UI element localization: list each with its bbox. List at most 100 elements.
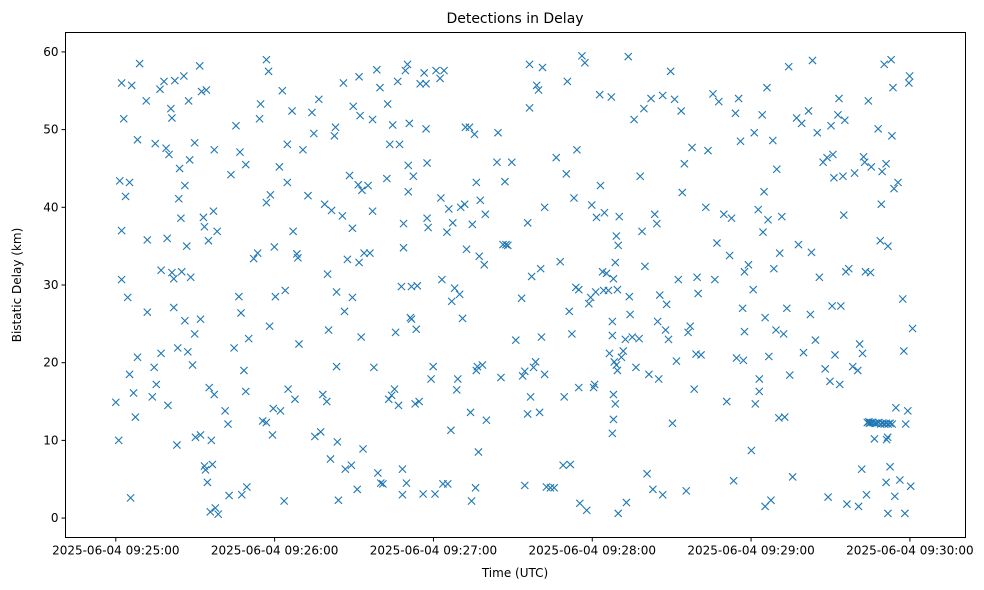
data-point xyxy=(813,128,822,137)
data-point xyxy=(391,328,400,337)
data-point xyxy=(808,56,817,65)
data-point xyxy=(591,288,600,296)
data-point xyxy=(203,478,212,487)
data-point xyxy=(507,158,516,167)
data-point xyxy=(462,245,471,254)
y-tick-label: 60 xyxy=(43,45,58,59)
data-point xyxy=(353,485,362,494)
data-point xyxy=(450,284,459,293)
data-point xyxy=(525,60,534,69)
data-point xyxy=(340,307,349,316)
data-point xyxy=(703,146,712,155)
data-point xyxy=(365,249,374,258)
data-point xyxy=(609,415,618,424)
data-point xyxy=(291,395,299,404)
data-point xyxy=(764,215,773,224)
data-point xyxy=(206,507,215,516)
data-point xyxy=(858,349,867,358)
data-point xyxy=(456,203,465,212)
data-point xyxy=(772,165,781,174)
data-point xyxy=(635,334,644,343)
data-point xyxy=(177,267,186,276)
data-point xyxy=(201,465,210,474)
data-point xyxy=(197,87,206,96)
data-point xyxy=(446,426,455,435)
data-point xyxy=(470,130,479,139)
data-point xyxy=(900,509,909,518)
chart-title: Detections in Delay xyxy=(446,11,583,27)
data-point xyxy=(404,161,413,170)
data-point xyxy=(628,333,637,342)
data-point xyxy=(797,119,806,128)
data-point xyxy=(621,335,630,344)
data-point xyxy=(475,252,484,261)
data-point xyxy=(253,249,262,258)
data-point xyxy=(474,448,483,457)
data-point xyxy=(355,72,364,81)
data-point xyxy=(535,408,544,417)
data-point xyxy=(701,203,710,212)
data-point xyxy=(749,285,758,294)
data-point xyxy=(750,128,759,137)
data-point xyxy=(323,270,332,279)
data-point xyxy=(860,158,869,167)
data-point xyxy=(766,496,775,505)
data-point xyxy=(862,490,871,499)
data-point xyxy=(570,193,578,202)
data-point xyxy=(383,99,392,108)
data-point xyxy=(668,419,677,428)
data-point xyxy=(604,286,613,295)
data-point xyxy=(467,496,476,505)
data-point xyxy=(264,67,273,76)
data-point xyxy=(617,353,626,362)
data-point xyxy=(398,465,407,474)
data-point xyxy=(854,502,863,511)
data-point xyxy=(658,490,667,499)
data-point xyxy=(169,303,178,312)
data-point xyxy=(186,273,195,282)
data-point xyxy=(241,387,250,396)
data-point xyxy=(602,269,611,278)
data-point xyxy=(322,397,331,406)
data-point xyxy=(496,373,505,382)
data-point xyxy=(492,158,501,167)
data-point xyxy=(424,223,433,232)
data-point xyxy=(619,347,628,356)
data-point xyxy=(622,498,631,507)
data-point xyxy=(195,61,204,70)
data-point xyxy=(898,294,907,303)
data-point xyxy=(151,139,160,148)
data-point xyxy=(431,490,440,498)
data-point xyxy=(235,148,244,157)
data-point xyxy=(870,434,879,443)
data-point xyxy=(327,206,336,215)
data-point xyxy=(478,361,487,370)
data-point xyxy=(755,375,764,383)
data-point xyxy=(262,418,271,427)
data-point xyxy=(693,273,702,282)
data-point xyxy=(372,65,381,74)
data-point xyxy=(237,308,245,317)
data-point xyxy=(891,403,900,412)
data-point xyxy=(196,315,205,324)
data-point xyxy=(354,180,363,189)
data-point xyxy=(531,357,540,366)
data-point xyxy=(202,86,211,94)
data-point xyxy=(255,114,264,123)
data-point xyxy=(527,272,536,281)
data-point xyxy=(117,226,126,235)
data-point xyxy=(895,476,904,484)
data-point xyxy=(404,187,413,196)
data-point xyxy=(133,353,142,362)
data-point xyxy=(903,406,912,415)
data-point xyxy=(332,362,341,371)
data-point xyxy=(595,90,604,99)
data-point xyxy=(293,253,302,262)
data-point xyxy=(199,213,208,222)
data-point xyxy=(224,420,233,429)
data-point xyxy=(436,193,445,202)
data-point xyxy=(399,219,408,228)
data-point xyxy=(608,331,617,340)
data-point xyxy=(473,362,482,371)
data-point xyxy=(732,354,741,363)
